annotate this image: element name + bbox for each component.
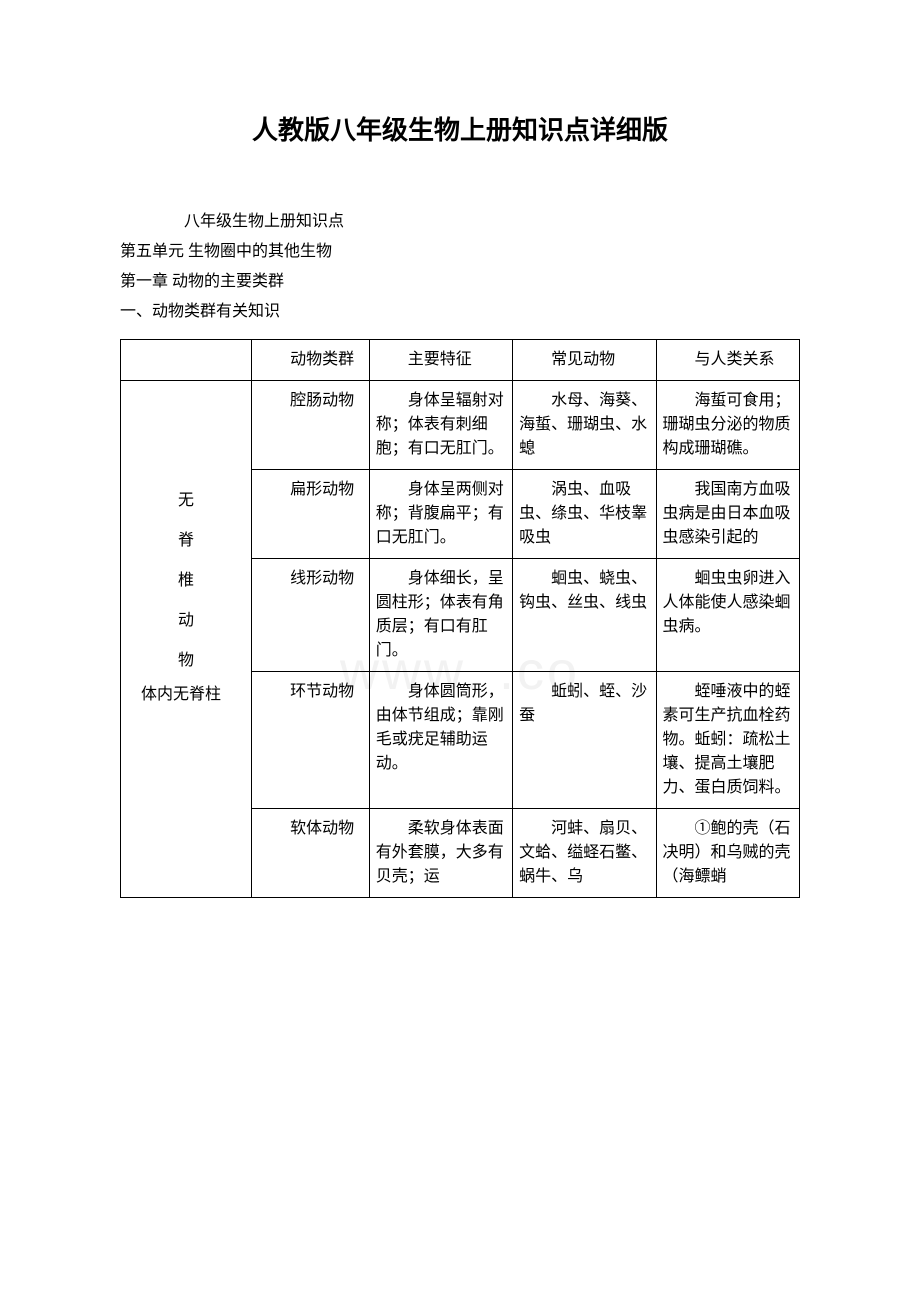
vert-char: 脊 — [127, 521, 245, 561]
intro-line-4: 一、动物类群有关知识 — [120, 297, 800, 327]
cell-relation: 蛭唾液中的蛭素可生产抗血栓药物。蚯蚓：疏松土壤、提高土壤肥力、蛋白质饲料。 — [656, 672, 799, 809]
header-feature: 主要特征 — [369, 340, 512, 381]
cell-relation: 我国南方血吸虫病是由日本血吸虫感染引起的 — [656, 470, 799, 559]
document-title: 人教版八年级生物上册知识点详细版 — [120, 110, 800, 147]
cell-feature: 身体细长，呈圆柱形；体表有角质层；有口有肛门。 — [369, 559, 512, 672]
page-content: 人教版八年级生物上册知识点详细版 八年级生物上册知识点 第五单元 生物圈中的其他… — [120, 110, 800, 898]
header-animals: 常见动物 — [513, 340, 656, 381]
cell-group: 软体动物 — [252, 809, 370, 898]
cell-relation: 蛔虫虫卵进入人体能使人感染蛔虫病。 — [656, 559, 799, 672]
table-header-row: 动物类群 主要特征 常见动物 与人类关系 — [121, 340, 800, 381]
cell-group: 环节动物 — [252, 672, 370, 809]
category-cell-invertebrate: 无 脊 椎 动 物 体内无脊柱 — [121, 381, 252, 898]
knowledge-table: 动物类群 主要特征 常见动物 与人类关系 无 脊 椎 动 物 体内无脊柱 腔肠动… — [120, 339, 800, 898]
cell-animals: 涡虫、血吸虫、绦虫、华枝睾吸虫 — [513, 470, 656, 559]
intro-line-3: 第一章 动物的主要类群 — [120, 267, 800, 297]
cell-feature: 身体圆筒形，由体节组成；靠刚毛或疣足辅助运动。 — [369, 672, 512, 809]
vert-char: 无 — [127, 481, 245, 521]
cell-relation: 海蜇可食用；珊瑚虫分泌的物质构成珊瑚礁。 — [656, 381, 799, 470]
header-blank — [121, 340, 252, 381]
cell-group: 扁形动物 — [252, 470, 370, 559]
intro-line-1: 八年级生物上册知识点 — [120, 207, 800, 237]
cell-feature: 柔软身体表面有外套膜，大多有贝壳；运 — [369, 809, 512, 898]
vert-char: 动 — [127, 601, 245, 641]
cell-feature: 身体呈辐射对称；体表有刺细胞；有口无肛门。 — [369, 381, 512, 470]
cell-animals: 蛔虫、蛲虫、钩虫、丝虫、线虫 — [513, 559, 656, 672]
cell-relation: ①鲍的壳（石决明）和乌贼的壳（海鳔蛸 — [656, 809, 799, 898]
cell-animals: 河蚌、扇贝、文蛤、缢蛏石鳖、蜗牛、乌 — [513, 809, 656, 898]
cell-animals: 蚯蚓、蛭、沙蚕 — [513, 672, 656, 809]
cell-group: 腔肠动物 — [252, 381, 370, 470]
cell-feature: 身体呈两侧对称；背腹扁平；有口无肛门。 — [369, 470, 512, 559]
vert-char: 椎 — [127, 561, 245, 601]
table-row: 无 脊 椎 动 物 体内无脊柱 腔肠动物 身体呈辐射对称；体表有刺细胞；有口无肛… — [121, 381, 800, 470]
intro-line-2: 第五单元 生物圈中的其他生物 — [120, 237, 800, 267]
header-relation: 与人类关系 — [656, 340, 799, 381]
cell-animals: 水母、海葵、海蜇、珊瑚虫、水螅 — [513, 381, 656, 470]
header-group: 动物类群 — [252, 340, 370, 381]
vert-char: 物 — [127, 641, 245, 681]
cell-group: 线形动物 — [252, 559, 370, 672]
intro-block: 八年级生物上册知识点 第五单元 生物圈中的其他生物 第一章 动物的主要类群 一、… — [120, 207, 800, 327]
category-note: 体内无脊柱 — [127, 681, 245, 709]
